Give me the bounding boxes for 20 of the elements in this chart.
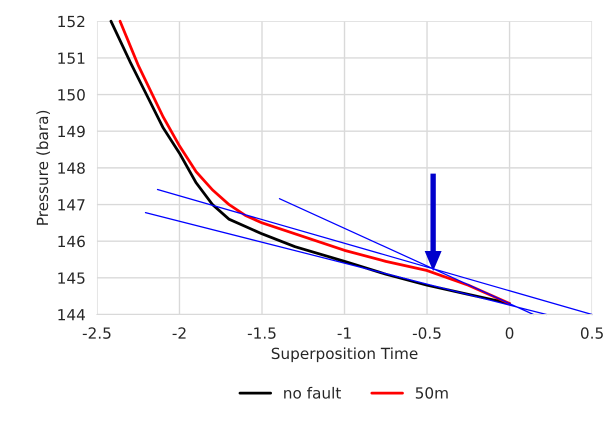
y-tick-label: 150 <box>58 89 85 101</box>
y-tick-label: 145 <box>58 272 85 284</box>
legend-label: 50m <box>416 387 448 399</box>
x-tick-label: -1 <box>338 327 351 339</box>
y-tick-label: 146 <box>58 236 85 248</box>
x-tick-label: 0.5 <box>580 327 603 339</box>
y-tick-label: 151 <box>58 52 84 64</box>
y-tick-label: 147 <box>58 199 85 210</box>
y-tick-label: 144 <box>58 309 85 320</box>
x-tick-label: -2 <box>172 327 186 339</box>
x-tick-label: -2.5 <box>82 327 111 339</box>
y-tick-label: 149 <box>58 126 85 138</box>
x-tick-label: -0.5 <box>412 327 441 339</box>
y-axis-title: Pressure (bara) <box>36 110 50 225</box>
x-tick-label: 0 <box>506 327 514 339</box>
legend-label: no fault <box>284 386 341 399</box>
x-axis-title: Superposition Time <box>272 347 418 362</box>
y-tick-label: 152 <box>58 16 84 28</box>
x-tick-label: -1.5 <box>248 327 276 339</box>
y-tick-label: 148 <box>58 162 85 174</box>
